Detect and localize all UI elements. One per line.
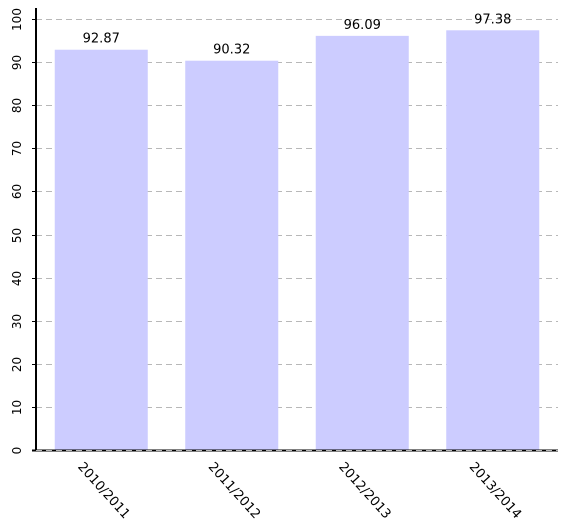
axis-layer — [32, 8, 558, 452]
x-tick-label: 2010/2011 — [74, 460, 132, 522]
y-tick-label: 40 — [10, 271, 24, 286]
data-label: 96.09 — [344, 18, 381, 33]
y-tick-label: 70 — [10, 141, 24, 156]
data-label: 90.32 — [213, 43, 250, 58]
y-tick-label: 10 — [10, 400, 24, 415]
y-tick-label: 50 — [10, 228, 24, 243]
y-tick-label: 20 — [10, 357, 24, 372]
y-tick-label: 100 — [10, 8, 24, 31]
y-tick-label: 0 — [10, 447, 24, 455]
bar-layer — [54, 30, 540, 451]
x-tick-label: 2012/2013 — [335, 460, 393, 522]
y-tick-label: 80 — [10, 98, 24, 113]
data-label: 92.87 — [83, 32, 120, 47]
bar — [446, 30, 540, 450]
bar — [185, 60, 279, 451]
x-tick-label: 2011/2012 — [205, 460, 263, 522]
y-tick-label: 30 — [10, 314, 24, 329]
bar — [54, 49, 148, 451]
data-label: 97.38 — [474, 12, 511, 27]
y-tick-label: 60 — [10, 184, 24, 199]
y-tick-label: 90 — [10, 55, 24, 70]
bar — [315, 35, 409, 450]
x-tick-label: 2013/2014 — [466, 460, 524, 522]
